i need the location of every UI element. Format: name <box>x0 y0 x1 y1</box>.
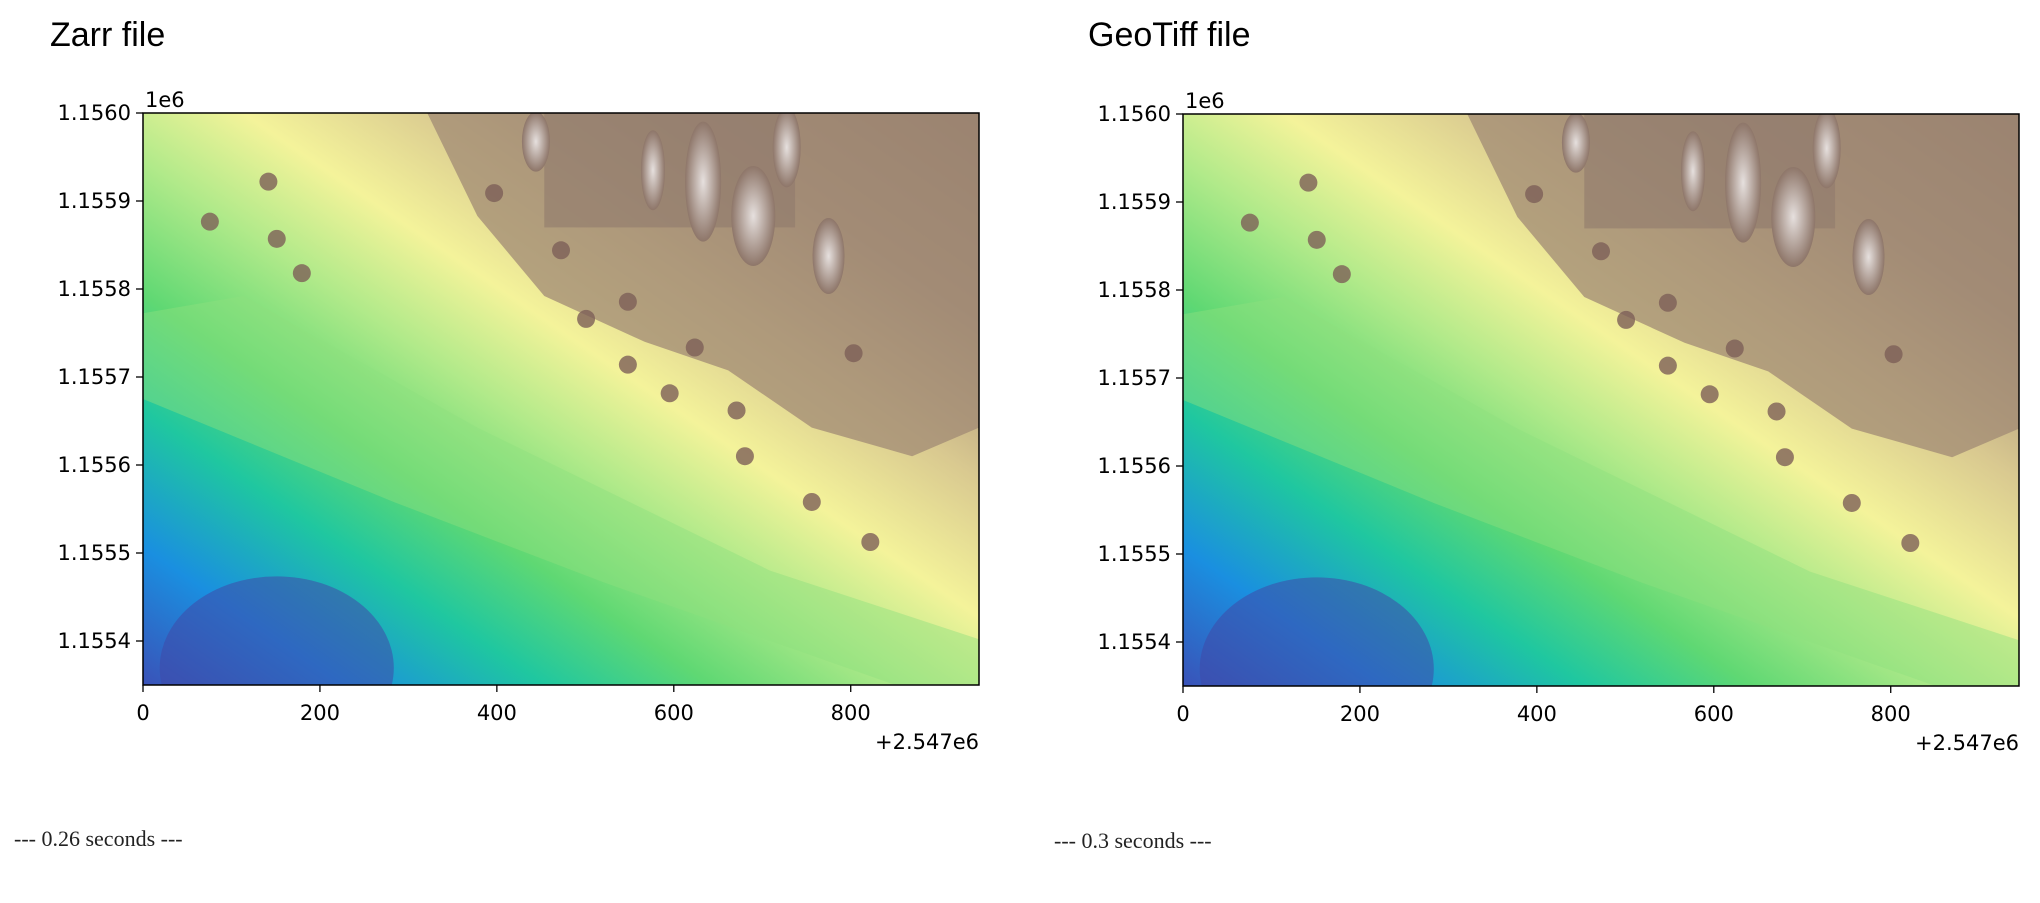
x-tick-label: 0 <box>136 701 149 725</box>
chart-svg: 0 200 400 600 800 1.1554 1.1555 1.1556 1.1557 1.1… <box>1098 89 2020 755</box>
x-tick-label: 600 <box>654 701 694 725</box>
chart-panel-geotiff: GeoTiff file 0 200 400 600 800 1.1554 1.1555 1.… <box>1020 0 2040 903</box>
y-tick-label: 1.1560 <box>1098 102 1171 126</box>
x-offset-label: +2.547e6 <box>875 730 979 754</box>
chart-svg: 0 200 400 600 800 1.1554 1.1555 1.1556 1.1557 1.1… <box>58 88 980 754</box>
y-tick-label: 1.1554 <box>58 629 131 653</box>
x-tick-label: 200 <box>300 701 340 725</box>
x-tick-label: 600 <box>1694 702 1734 726</box>
x-tick-label: 400 <box>477 701 517 725</box>
panel-title: GeoTiff file <box>1088 16 1251 54</box>
y-exponent-label: 1e6 <box>1185 89 1225 113</box>
x-tick-label: 200 <box>1340 702 1380 726</box>
heatmap-image <box>143 113 979 685</box>
x-offset-label: +2.547e6 <box>1915 731 2019 755</box>
y-tick-label: 1.1554 <box>1098 630 1171 654</box>
y-tick-label: 1.1559 <box>58 189 131 213</box>
x-tick-label: 400 <box>1517 702 1557 726</box>
y-tick-label: 1.1558 <box>58 277 131 301</box>
y-tick-label: 1.1558 <box>1098 278 1171 302</box>
x-tick-label: 0 <box>1176 702 1189 726</box>
y-tick-label: 1.1560 <box>58 101 131 125</box>
y-tick-label: 1.1556 <box>1098 454 1171 478</box>
y-tick-label: 1.1557 <box>1098 366 1171 390</box>
panel-title: Zarr file <box>50 16 166 54</box>
x-tick-label: 800 <box>1871 702 1911 726</box>
y-tick-label: 1.1555 <box>1098 542 1171 566</box>
y-tick-label: 1.1556 <box>58 453 131 477</box>
y-tick-label: 1.1555 <box>58 541 131 565</box>
y-tick-label: 1.1559 <box>1098 190 1171 214</box>
y-tick-label: 1.1557 <box>58 365 131 389</box>
chart-panel-zarr: Zarr file 0 200 400 600 800 1.1554 1.1555 1.155… <box>14 16 980 851</box>
axes-frame <box>1182 113 2020 687</box>
axes-frame <box>142 112 980 686</box>
timing-text: --- 0.3 seconds --- <box>1054 828 1212 853</box>
x-tick-label: 800 <box>831 701 871 725</box>
timing-text: --- 0.26 seconds --- <box>14 826 183 851</box>
heatmap-image <box>1183 114 2019 686</box>
y-exponent-label: 1e6 <box>145 88 185 112</box>
